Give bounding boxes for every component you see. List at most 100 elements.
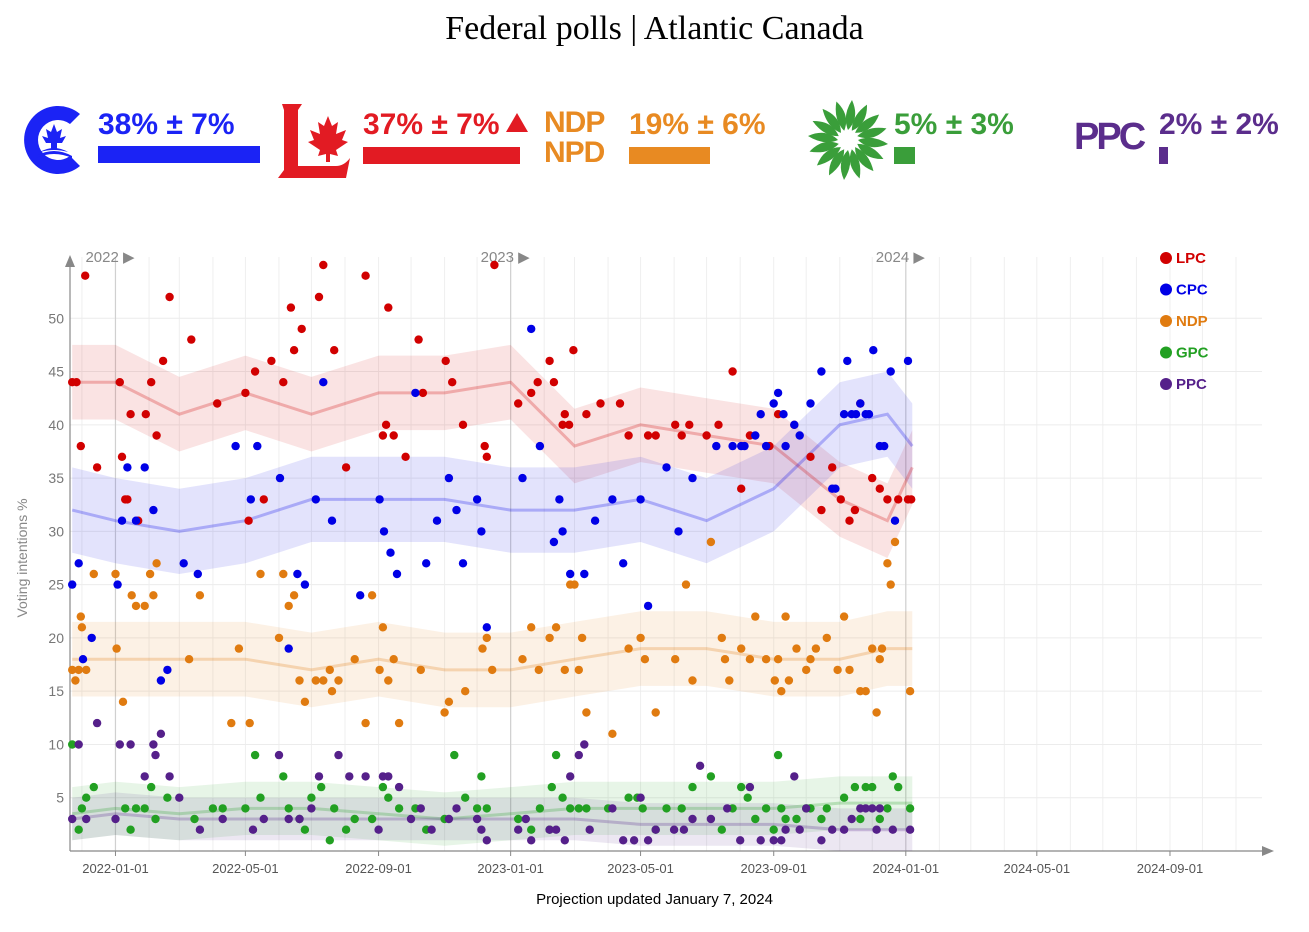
poll-point-lpc [907, 495, 916, 504]
poll-point-ppc [477, 825, 486, 834]
poll-point-ppc [861, 804, 870, 813]
cpc-logo-icon [24, 106, 80, 174]
poll-point-ndp [802, 665, 811, 675]
poll-point-ndp [74, 665, 83, 675]
poll-point-ndp [792, 644, 801, 653]
poll-point-ppc [629, 836, 639, 845]
poll-point-ppc [745, 782, 755, 792]
poll-point-lpc [702, 431, 711, 440]
legend-label-ndp: NDP [1176, 313, 1208, 330]
poll-point-ppc [374, 825, 383, 834]
poll-point-ndp [751, 612, 760, 621]
poll-point-ppc [828, 825, 837, 834]
x-tick-label: 2022-01-01 [82, 861, 149, 876]
trend-line-cpc [71, 412, 914, 533]
poll-point-cpc [379, 527, 389, 536]
poll-point-gpc [861, 782, 870, 792]
poll-point-gpc [574, 804, 583, 813]
poll-point-ndp [234, 644, 244, 653]
poll-point-cpc [293, 569, 302, 579]
poll-point-cpc [795, 431, 804, 440]
poll-point-ppc [795, 825, 804, 834]
gpc-petal [855, 147, 874, 172]
x-axis-arrow-icon [1262, 846, 1274, 856]
poll-point-cpc [756, 410, 765, 419]
x-tick-label: 2024-09-01 [1137, 861, 1204, 876]
poll-point-gpc [147, 782, 156, 792]
poll-point-ndp [184, 655, 194, 664]
poll-point-ppc [560, 836, 569, 845]
poll-point-ndp [681, 580, 691, 589]
poll-point-ndp [577, 633, 587, 643]
poll-point-lpc [141, 410, 150, 419]
poll-point-gpc [317, 782, 326, 792]
y-tick-label: 5 [56, 790, 64, 806]
poll-point-gpc [190, 814, 199, 824]
poll-point-cpc [535, 441, 545, 451]
poll-point-ppc [384, 772, 393, 781]
poll-point-ndp [777, 687, 786, 696]
y-tick-label: 15 [48, 683, 64, 699]
poll-point-lpc [115, 378, 125, 387]
poll-point-gpc [384, 793, 393, 802]
poll-point-ndp [367, 591, 377, 600]
poll-point-gpc [82, 793, 91, 802]
poll-point-ndp [361, 718, 370, 728]
poll-point-cpc [319, 378, 328, 387]
poll-point-ndp [518, 655, 527, 664]
poll-point-ppc [817, 836, 826, 845]
poll-point-gpc [888, 772, 897, 781]
poll-point-lpc [737, 484, 746, 493]
poll-point-cpc [356, 591, 365, 600]
poll-point-lpc [828, 463, 837, 472]
poll-point-gpc [307, 793, 316, 802]
poll-point-ndp [378, 623, 388, 632]
gpc-petal [858, 137, 888, 148]
poll-point-cpc [712, 441, 721, 451]
poll-point-ppc [551, 825, 561, 834]
poll-point-gpc [792, 814, 801, 824]
poll-point-ndp [640, 655, 650, 664]
poll-point-gpc [250, 750, 260, 760]
poll-point-ndp [822, 633, 831, 643]
poll-point-cpc [590, 516, 600, 525]
poll-point-lpc [123, 495, 132, 504]
poll-point-lpc [279, 378, 288, 387]
poll-point-gpc [875, 814, 884, 824]
poll-point-gpc [121, 804, 130, 813]
poll-point-lpc [158, 356, 168, 366]
poll-point-cpc [432, 516, 442, 525]
poll-point-ppc [92, 718, 102, 728]
poll-point-ndp [551, 623, 561, 632]
poll-point-gpc [350, 814, 359, 824]
poll-point-ndp [833, 665, 842, 675]
poll-point-cpc [856, 399, 865, 408]
poll-point-ppc [274, 750, 284, 760]
poll-point-gpc [140, 804, 149, 813]
poll-point-ppc [888, 825, 897, 834]
poll-point-lpc [314, 292, 324, 302]
poll-point-gpc [461, 793, 470, 802]
poll-point-cpc [140, 463, 149, 472]
poll-point-cpc [890, 516, 900, 525]
ppc-bar [1159, 147, 1168, 164]
poll-point-lpc [441, 356, 450, 366]
poll-point-lpc [883, 495, 892, 504]
poll-point-ndp [761, 655, 771, 664]
gpc-petal [857, 127, 887, 139]
poll-point-ppc [156, 729, 166, 738]
poll-point-ppc [905, 825, 915, 834]
poll-point-ndp [872, 708, 881, 717]
poll-point-lpc [341, 463, 351, 472]
gpc-petal [851, 104, 868, 131]
poll-point-gpc [325, 836, 334, 845]
poll-point-ppc [345, 772, 354, 781]
poll-point-lpc [241, 388, 250, 398]
poll-point-ppc [334, 750, 343, 760]
poll-point-lpc [152, 431, 161, 440]
poll-point-gpc [850, 782, 860, 792]
x-tick-label: 2023-09-01 [740, 861, 807, 876]
poll-point-ppc [452, 804, 461, 813]
legend-marker-ppc [1160, 378, 1172, 390]
poll-point-cpc [674, 527, 683, 536]
